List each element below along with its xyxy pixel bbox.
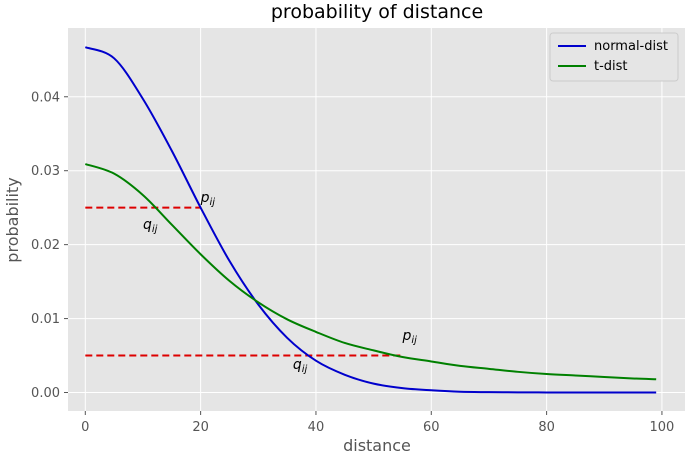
x-tick-label: 60	[423, 420, 440, 435]
annotation-subscript: ij	[152, 224, 158, 235]
y-tick-label: 0.02	[31, 238, 60, 253]
y-axis-ticks: 0.00 0.01 0.02 0.03 0.04	[31, 90, 68, 401]
annotation-qij: qij	[143, 217, 158, 235]
annotation-base: p	[200, 190, 210, 206]
annotation-qij: qij	[293, 357, 308, 375]
annotation-base: q	[293, 357, 302, 373]
x-tick-label: 80	[538, 420, 555, 435]
grid	[68, 28, 685, 411]
series-line-t-dist	[84, 163, 657, 381]
series-lines	[84, 46, 657, 394]
y-tick-label: 0.03	[31, 164, 60, 179]
annotation-subscript: ij	[302, 364, 308, 375]
chart-title: probability of distance	[271, 1, 483, 23]
legend: normal-dist t-dist	[549, 32, 679, 82]
annotation-subscript: ij	[411, 335, 417, 346]
x-axis-label: distance	[343, 436, 411, 454]
annotation-pij: pij	[401, 328, 417, 346]
x-tick-label: 100	[650, 420, 675, 435]
x-tick-label: 0	[81, 420, 89, 435]
legend-label-t-dist: t-dist	[594, 59, 628, 74]
y-tick-label: 0.01	[31, 312, 60, 327]
plot-background	[68, 28, 685, 411]
reference-lines	[85, 206, 403, 357]
annotation-pij: pij	[200, 190, 216, 208]
legend-label-normal-dist: normal-dist	[594, 39, 668, 54]
annotation-base: p	[401, 328, 411, 344]
x-tick-label: 20	[192, 420, 209, 435]
series-line-normal-dist	[84, 46, 657, 394]
annotation-subscript: ij	[210, 197, 216, 208]
y-axis-label: probability	[3, 177, 22, 262]
y-tick-label: 0.00	[31, 386, 60, 401]
annotation-base: q	[143, 217, 152, 233]
x-axis-ticks: 0 20 40 60 80 100	[81, 411, 674, 435]
x-tick-label: 40	[308, 420, 325, 435]
y-tick-label: 0.04	[31, 90, 60, 105]
